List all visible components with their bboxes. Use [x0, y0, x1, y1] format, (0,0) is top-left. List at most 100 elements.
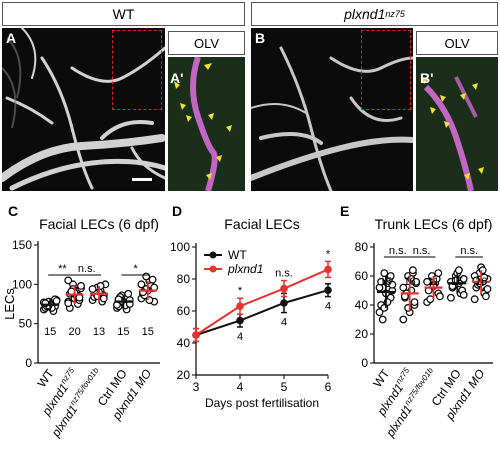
- sample-size: 4: [237, 331, 243, 343]
- data-point: [408, 266, 417, 275]
- panel-label-e: E: [340, 203, 350, 219]
- data-point: [399, 283, 408, 292]
- olv-label-mutant: OLV: [416, 31, 498, 55]
- y-tick-label: 50: [19, 317, 33, 331]
- data-point: [64, 299, 73, 308]
- olv-label-wt: OLV: [168, 31, 245, 55]
- data-point: [236, 316, 244, 325]
- data-point: [483, 285, 492, 293]
- data-point: [77, 282, 85, 290]
- inset-wt: [168, 57, 245, 191]
- data-point: [435, 292, 444, 301]
- panel-label-a: A: [6, 30, 17, 46]
- y-tick-label: 80: [355, 240, 369, 254]
- x-axis-label: Days post fertilisation: [205, 396, 319, 410]
- data-point: [481, 292, 490, 301]
- data-point: [280, 284, 288, 293]
- y-tick-label: 20: [355, 327, 369, 341]
- panel-label-b-prime: B': [420, 70, 434, 86]
- zoom-region-wt: [112, 30, 162, 110]
- significance-label: n.s.: [389, 245, 407, 257]
- x-tick-label: WT: [370, 366, 393, 390]
- panel-label-c: C: [8, 203, 19, 219]
- data-point: [324, 265, 332, 274]
- sample-size: 20: [68, 326, 80, 338]
- y-tick-label: 60: [177, 304, 191, 318]
- significance-label: n.s.: [78, 263, 96, 275]
- data-point: [380, 269, 389, 277]
- data-point: [88, 285, 97, 293]
- y-tick-label: 20: [177, 368, 191, 382]
- y-tick-label: 60: [355, 269, 369, 283]
- data-point: [324, 286, 332, 294]
- data-point: [99, 294, 108, 303]
- sample-size: 13: [93, 326, 105, 338]
- data-point: [412, 277, 420, 286]
- significance-label: *: [133, 263, 138, 275]
- data-point: [378, 315, 387, 324]
- micrograph-mutant: [251, 28, 413, 191]
- data-point: [423, 277, 431, 286]
- significance-label: *: [238, 285, 243, 297]
- data-point: [236, 302, 244, 310]
- y-tick-label: 40: [355, 298, 369, 312]
- chart-title: Trunk LECs (6 dpf): [375, 216, 493, 232]
- x-tick-label: 6: [325, 380, 332, 394]
- x-tick-label: 4: [237, 380, 244, 394]
- legend-label: plxnd1: [227, 262, 263, 276]
- sample-size: 16: [475, 276, 487, 288]
- y-tick-label: 100: [12, 277, 32, 291]
- header-mutant-allele: nz75: [385, 9, 405, 19]
- chart-trunk-lecs-dot-plot: Trunk LECs (6 dpf)02040608015WT16plxnd1n…: [355, 216, 493, 440]
- data-point: [399, 315, 408, 324]
- significance-label: n.s.: [460, 245, 478, 257]
- olv-label-wt-text: OLV: [193, 35, 220, 51]
- data-point: [52, 296, 61, 305]
- olv-label-mutant-text: OLV: [444, 35, 470, 51]
- x-tick-label: WT: [34, 366, 57, 390]
- chart-facial-lecs-dot-plot: Facial LECs (6 dpf)050100150LECs15WT20pl…: [2, 216, 160, 440]
- y-tick-label: 0: [25, 356, 32, 370]
- inset-mutant: [416, 57, 498, 191]
- header-mutant: plxnd1 nz75: [251, 2, 498, 26]
- data-point: [142, 272, 151, 281]
- sample-size: 4: [281, 317, 287, 329]
- data-point: [434, 269, 443, 277]
- legend-marker: [209, 251, 217, 259]
- data-point: [377, 277, 385, 286]
- sample-size: 16: [404, 276, 416, 288]
- inset-wt-drawing: [174, 57, 232, 191]
- chart-title: Facial LECs: [224, 216, 299, 232]
- data-point: [386, 272, 395, 280]
- significance-label: n.s.: [275, 268, 293, 280]
- data-point: [375, 308, 384, 317]
- y-tick-label: 80: [177, 272, 191, 286]
- data-point: [446, 293, 455, 302]
- panel-label-d: D: [172, 203, 183, 219]
- micrograph-wt: [2, 28, 165, 191]
- significance-label: n.s.: [413, 245, 431, 257]
- header-wt-text: WT: [112, 6, 135, 22]
- legend-label: WT: [228, 248, 247, 262]
- data-point: [192, 331, 200, 339]
- x-tick-label: 3: [193, 380, 200, 394]
- panel-label-b: B: [255, 30, 266, 46]
- x-tick-label: 5: [281, 380, 288, 394]
- y-tick-label: 40: [177, 336, 191, 350]
- sample-size: 15: [44, 326, 56, 338]
- data-point: [459, 290, 468, 299]
- micrograph-mutant-drawing: [251, 46, 413, 191]
- significance-label: **: [58, 263, 67, 275]
- zoom-region-mutant: [361, 30, 411, 110]
- data-point: [137, 280, 146, 289]
- data-point: [124, 289, 133, 298]
- data-point: [148, 275, 157, 284]
- header-mutant-gene: plxnd1: [344, 6, 386, 22]
- micrograph-wt-drawing: [2, 28, 165, 191]
- data-point: [454, 266, 463, 275]
- y-tick-label: 0: [361, 356, 368, 370]
- significance-label: *: [326, 248, 331, 260]
- sample-size: 15: [380, 276, 392, 288]
- data-point: [64, 276, 73, 285]
- sample-size: 15: [142, 326, 154, 338]
